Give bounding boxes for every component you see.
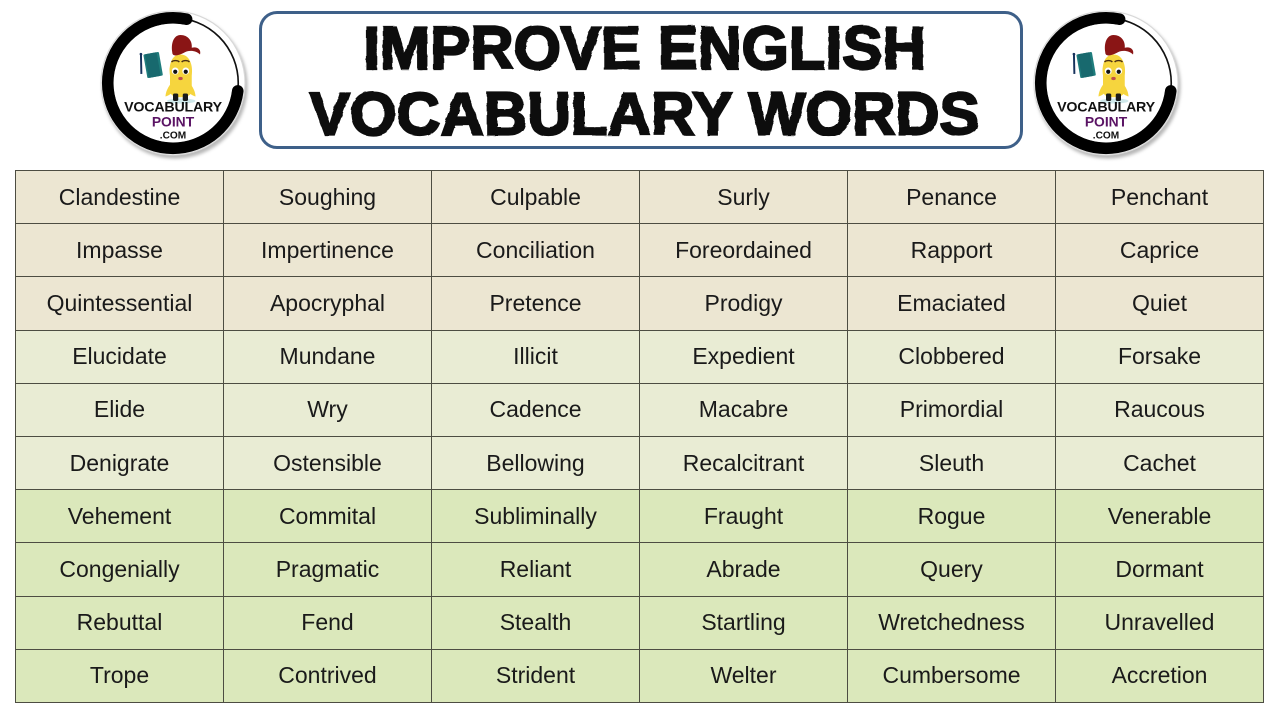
svg-text:VOCABULARY WORDS: VOCABULARY WORDS xyxy=(309,80,979,147)
svg-text:IMPROVE ENGLISH: IMPROVE ENGLISH xyxy=(362,14,925,81)
